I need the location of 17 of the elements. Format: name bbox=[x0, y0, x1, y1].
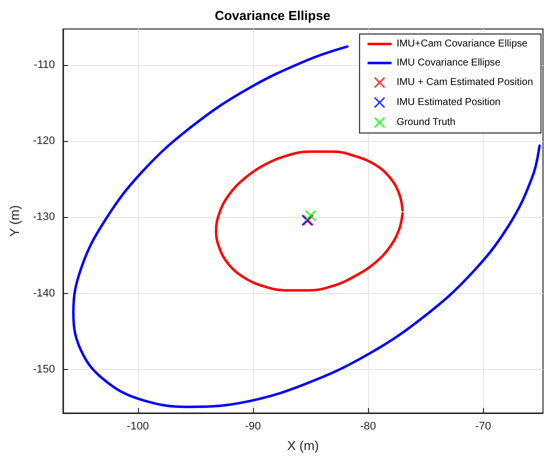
y-tick-label: -120 bbox=[32, 135, 55, 147]
y-axis-title: Y (m) bbox=[7, 205, 22, 237]
x-tick-label: -80 bbox=[360, 420, 376, 432]
legend-label: IMU+Cam Covariance Ellipse bbox=[396, 38, 528, 50]
x-axis-title: X (m) bbox=[287, 438, 319, 453]
legend-label: IMU Estimated Position bbox=[396, 97, 500, 108]
y-tick-label: -130 bbox=[32, 211, 55, 224]
x-tick-label: -100 bbox=[126, 420, 149, 432]
x-tick-label: -90 bbox=[244, 420, 261, 432]
y-tick-label: -150 bbox=[32, 364, 55, 376]
y-tick-label: -140 bbox=[32, 287, 55, 300]
chart-title: Covariance Ellipse bbox=[214, 8, 330, 23]
legend-label: IMU + Cam Estimated Position bbox=[396, 77, 533, 88]
legend-label: Ground Truth bbox=[396, 117, 456, 128]
legend-label: IMU Covariance Ellipse bbox=[396, 58, 501, 68]
x-tick-label: -70 bbox=[475, 420, 492, 432]
y-tick-label: -110 bbox=[34, 58, 55, 71]
